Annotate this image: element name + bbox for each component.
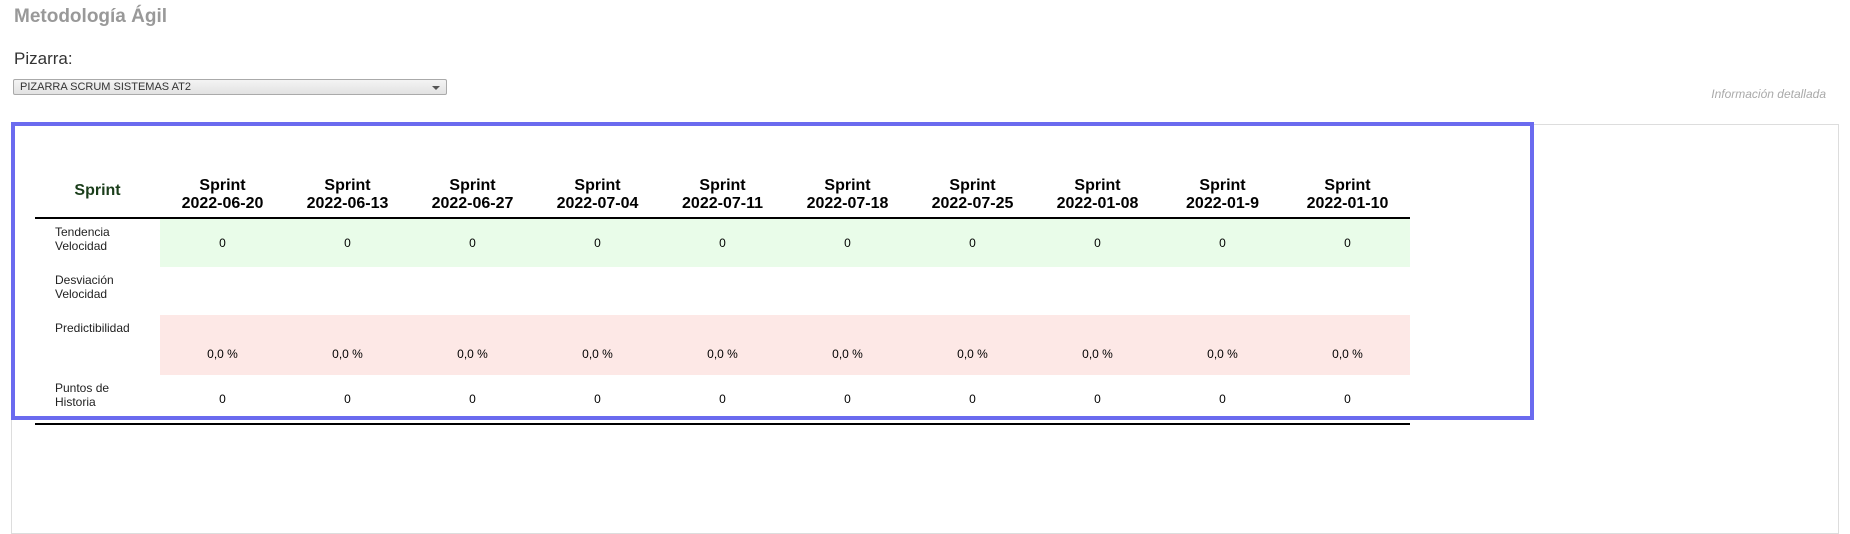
column-header: Sprint 2022-07-04 xyxy=(535,159,660,219)
table-cell: 0 xyxy=(160,218,285,267)
column-header-date: 2022-01-9 xyxy=(1186,195,1259,212)
table-cell: 0,0 % xyxy=(410,315,535,375)
table-cell xyxy=(910,267,1035,315)
column-header-date: 2022-06-27 xyxy=(431,195,514,212)
table-cell: 0 xyxy=(1285,375,1410,425)
table-cell xyxy=(1160,267,1285,315)
table-cell: 0 xyxy=(910,218,1035,267)
detail-info-link[interactable]: Información detallada xyxy=(1711,87,1826,101)
table-cell xyxy=(1285,267,1410,315)
column-header-word: Sprint xyxy=(324,177,371,194)
row-label: Puntos de Historia xyxy=(35,375,160,425)
table-row-predictibilidad: Predictibilidad 0,0 % 0,0 % 0,0 % 0,0 % … xyxy=(35,315,1410,375)
table-cell xyxy=(535,267,660,315)
column-header: Sprint 2022-07-11 xyxy=(660,159,785,219)
table-cell: 0 xyxy=(410,375,535,425)
chevron-down-icon[interactable] xyxy=(432,86,440,90)
table-cell: 0 xyxy=(1285,218,1410,267)
table-cell xyxy=(285,267,410,315)
table-header-row: Sprint Sprint 2022-06-20 Sprint 2022-06-13… xyxy=(35,159,1410,219)
column-header-date: 2022-06-13 xyxy=(306,195,389,212)
table-cell: 0 xyxy=(785,375,910,425)
table-cell: 0 xyxy=(285,375,410,425)
row-label: Desviación Velocidad xyxy=(55,273,114,301)
table-cell: 0 xyxy=(1160,375,1285,425)
column-header: Sprint 2022-06-13 xyxy=(285,159,410,219)
column-header: Sprint 2022-06-20 xyxy=(160,159,285,219)
table-cell: 0 xyxy=(410,218,535,267)
column-header: Sprint 2022-01-08 xyxy=(1035,159,1160,219)
table-cell: 0,0 % xyxy=(910,315,1035,375)
table-cell xyxy=(785,267,910,315)
column-header-word: Sprint xyxy=(1324,177,1371,194)
table-cell xyxy=(160,267,285,315)
table-cell: 0 xyxy=(785,218,910,267)
column-header-word: Sprint xyxy=(449,177,496,194)
column-header-date: 2022-01-10 xyxy=(1306,195,1389,212)
table-cell: 0 xyxy=(660,218,785,267)
column-header-sprint: Sprint xyxy=(35,159,160,219)
column-header-word: Sprint xyxy=(699,177,746,194)
column-header-word: Sprint xyxy=(574,177,621,194)
table-cell xyxy=(660,267,785,315)
column-header: Sprint 2022-07-25 xyxy=(910,159,1035,219)
table-row-puntos-historia: Puntos de Historia 0 0 0 0 0 0 0 0 0 0 xyxy=(35,375,1410,425)
table-cell: 0 xyxy=(160,375,285,425)
table-row-tendencia-velocidad: Tendencia Velocidad 0 0 0 0 0 0 0 0 0 0 xyxy=(35,218,1410,267)
board-select[interactable]: PIZARRA SCRUM SISTEMAS AT2 xyxy=(13,79,447,95)
table-cell: 0,0 % xyxy=(1160,315,1285,375)
column-header-date: 2022-01-08 xyxy=(1056,195,1139,212)
board-select-value: PIZARRA SCRUM SISTEMAS AT2 xyxy=(20,81,191,93)
column-header-word: Sprint xyxy=(1199,177,1246,194)
table-cell: 0 xyxy=(1160,218,1285,267)
row-label: Predictibilidad xyxy=(55,321,130,335)
board-label: Pizarra: xyxy=(14,49,73,68)
column-header-date: 2022-07-25 xyxy=(931,195,1014,212)
table-cell: 0,0 % xyxy=(1285,315,1410,375)
page-title: Metodología Ágil xyxy=(14,6,168,27)
table-cell: 0 xyxy=(535,218,660,267)
column-header-date: 2022-07-11 xyxy=(682,195,763,212)
table-cell: 0,0 % xyxy=(160,315,285,375)
column-header: Sprint 2022-07-18 xyxy=(785,159,910,219)
table-cell: 0 xyxy=(1035,375,1160,425)
sprint-metrics-table: Sprint Sprint 2022-06-20 Sprint 2022-06-13… xyxy=(35,159,1410,425)
column-header-date: 2022-07-04 xyxy=(556,195,639,212)
column-header-word: Sprint xyxy=(1074,177,1121,194)
column-header-date: 2022-07-18 xyxy=(806,195,889,212)
table-cell: 0 xyxy=(535,375,660,425)
row-label: Tendencia Velocidad xyxy=(55,225,110,253)
table-cell: 0 xyxy=(660,375,785,425)
table-cell: 0 xyxy=(1035,218,1160,267)
table-cell: 0,0 % xyxy=(535,315,660,375)
sprint-metrics-frame: Sprint Sprint 2022-06-20 Sprint 2022-06-13… xyxy=(11,122,1534,425)
column-header-word: Sprint xyxy=(824,177,871,194)
column-header-date: 2022-06-20 xyxy=(181,195,264,212)
table-cell: 0 xyxy=(285,218,410,267)
table-cell xyxy=(410,267,535,315)
table-cell: 0,0 % xyxy=(660,315,785,375)
table-cell: 0,0 % xyxy=(1035,315,1160,375)
column-header-word: Sprint xyxy=(949,177,996,194)
column-header: Sprint 2022-01-10 xyxy=(1285,159,1410,219)
table-cell: 0 xyxy=(910,375,1035,425)
column-header: Sprint 2022-06-27 xyxy=(410,159,535,219)
column-header: Sprint 2022-01-9 xyxy=(1160,159,1285,219)
table-row-desviacion-velocidad: Desviación Velocidad xyxy=(35,267,1410,315)
column-header-word: Sprint xyxy=(199,177,246,194)
table-cell xyxy=(1035,267,1160,315)
table-cell: 0,0 % xyxy=(785,315,910,375)
table-cell: 0,0 % xyxy=(285,315,410,375)
